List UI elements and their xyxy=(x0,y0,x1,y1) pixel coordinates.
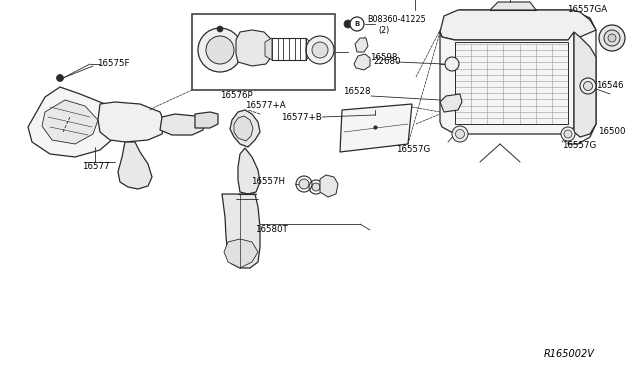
Text: B: B xyxy=(355,21,360,27)
Text: B08360-41225: B08360-41225 xyxy=(367,16,426,25)
Circle shape xyxy=(561,127,575,141)
Text: 16576P: 16576P xyxy=(220,92,253,100)
Polygon shape xyxy=(340,104,412,152)
Text: 16577+B: 16577+B xyxy=(281,112,322,122)
Circle shape xyxy=(445,57,459,71)
Circle shape xyxy=(452,126,468,142)
Circle shape xyxy=(599,25,625,51)
Text: 16580T: 16580T xyxy=(255,225,288,234)
Circle shape xyxy=(56,74,63,81)
Polygon shape xyxy=(306,38,312,60)
Circle shape xyxy=(456,129,465,138)
Polygon shape xyxy=(230,110,260,147)
Polygon shape xyxy=(224,239,258,268)
Text: 16577+A: 16577+A xyxy=(245,102,285,110)
Text: 16575F: 16575F xyxy=(97,60,129,68)
Circle shape xyxy=(604,30,620,46)
Text: 16557G: 16557G xyxy=(396,145,430,154)
Circle shape xyxy=(344,20,352,28)
Text: 16557H: 16557H xyxy=(251,177,285,186)
Text: R165002V: R165002V xyxy=(544,349,595,359)
Circle shape xyxy=(312,42,328,58)
Polygon shape xyxy=(320,175,338,197)
Polygon shape xyxy=(574,32,596,137)
Polygon shape xyxy=(440,32,574,134)
Text: 22680: 22680 xyxy=(373,58,401,67)
Polygon shape xyxy=(354,54,370,70)
Polygon shape xyxy=(440,10,596,144)
Text: 16546: 16546 xyxy=(596,81,623,90)
Circle shape xyxy=(564,130,572,138)
Circle shape xyxy=(584,81,593,90)
Circle shape xyxy=(306,36,334,64)
Polygon shape xyxy=(234,116,253,141)
Polygon shape xyxy=(440,10,596,40)
Polygon shape xyxy=(42,100,98,144)
Circle shape xyxy=(350,17,364,31)
Circle shape xyxy=(608,34,616,42)
Circle shape xyxy=(217,26,223,32)
Polygon shape xyxy=(490,2,536,10)
Polygon shape xyxy=(238,148,260,194)
Text: 16528: 16528 xyxy=(344,87,371,96)
Text: 16598: 16598 xyxy=(370,54,397,62)
Polygon shape xyxy=(355,38,368,52)
Circle shape xyxy=(580,78,596,94)
Circle shape xyxy=(206,36,234,64)
Circle shape xyxy=(299,179,309,189)
Polygon shape xyxy=(440,94,462,112)
Polygon shape xyxy=(265,38,272,60)
Polygon shape xyxy=(236,30,272,66)
Text: 16500: 16500 xyxy=(598,128,625,137)
Polygon shape xyxy=(195,112,218,128)
Text: (2): (2) xyxy=(378,26,389,35)
Polygon shape xyxy=(222,194,260,268)
Text: 16557G: 16557G xyxy=(562,141,596,151)
Text: 16577: 16577 xyxy=(83,162,109,171)
Polygon shape xyxy=(28,87,120,157)
Circle shape xyxy=(198,28,242,72)
Polygon shape xyxy=(160,114,205,135)
Circle shape xyxy=(312,183,320,191)
Polygon shape xyxy=(118,142,152,189)
Text: 16557GA: 16557GA xyxy=(567,6,607,15)
Bar xyxy=(192,14,335,90)
Polygon shape xyxy=(98,102,165,142)
